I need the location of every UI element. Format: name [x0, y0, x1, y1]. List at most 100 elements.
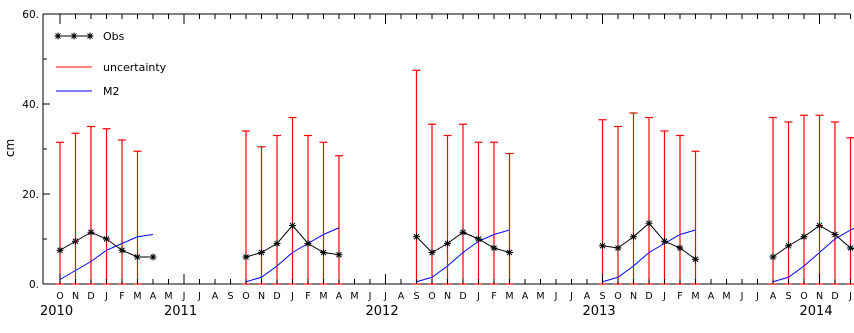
obs-point	[87, 228, 95, 236]
x-month-label: O	[800, 291, 807, 302]
x-month-label: F	[119, 291, 124, 302]
obs-point	[800, 233, 808, 241]
y-axis-title: cm	[3, 139, 17, 157]
y-tick-label: 0.	[29, 279, 39, 291]
x-month-label: O	[428, 291, 435, 302]
obs-marker-stroke	[847, 245, 854, 251]
obs-point	[599, 242, 606, 250]
x-month-label: A	[522, 291, 529, 302]
x-month-label: N	[816, 291, 823, 302]
obs-point	[413, 233, 420, 241]
obs-point	[676, 244, 684, 252]
obs-marker-stroke	[661, 238, 668, 245]
obs-marker-stroke	[491, 245, 497, 251]
obs-marker-stroke	[87, 33, 93, 39]
x-month-label: M	[164, 291, 172, 302]
obs-marker-stroke	[460, 229, 466, 236]
m2-line-segment	[772, 227, 854, 283]
obs-marker-stroke	[320, 249, 327, 256]
x-month-label: D	[459, 291, 466, 302]
obs-marker-stroke	[692, 256, 699, 263]
y-tick-label: 40.	[22, 99, 39, 111]
x-month-label: M	[691, 291, 699, 302]
obs-marker-stroke	[475, 236, 482, 242]
obs-point	[459, 228, 467, 236]
x-month-label: S	[785, 291, 791, 302]
x-year-label: 2014	[800, 304, 833, 319]
x-month-label: D	[831, 291, 838, 302]
x-month-label: J	[554, 291, 558, 302]
x-month-label: D	[87, 291, 94, 302]
obs-marker-stroke	[103, 236, 110, 242]
x-month-label: M	[722, 291, 730, 302]
obs-marker-stroke	[630, 233, 637, 240]
obs-marker-stroke	[258, 249, 265, 256]
x-month-label: M	[536, 291, 544, 302]
x-month-label: M	[319, 291, 327, 302]
m2-line-segment	[245, 227, 340, 283]
x-month-label: A	[150, 291, 157, 302]
obs-marker-stroke	[413, 233, 420, 240]
obs-point	[335, 251, 343, 259]
x-year-label: 2011	[164, 304, 197, 319]
obs-point	[273, 240, 281, 247]
obs-marker-stroke	[71, 33, 77, 39]
x-month-label: A	[398, 291, 405, 302]
legend-label: M2	[103, 85, 120, 98]
obs-point	[444, 240, 451, 247]
obs-marker-stroke	[429, 249, 435, 256]
m2-line-segment	[59, 234, 154, 280]
legend-label: uncertainty	[103, 61, 167, 74]
obs-point	[769, 253, 777, 261]
x-month-label: J	[104, 291, 108, 302]
x-month-label: F	[305, 291, 310, 302]
obs-point	[56, 246, 64, 254]
x-month-label: J	[476, 291, 480, 302]
obs-point	[614, 244, 622, 252]
x-month-label: F	[677, 291, 682, 302]
obs-point	[289, 222, 296, 229]
legend-swatch-marker	[70, 32, 78, 40]
obs-point	[428, 249, 436, 256]
uncertainty-bars	[56, 69, 854, 285]
obs-marker-stroke	[801, 233, 807, 240]
x-month-label: D	[645, 291, 652, 302]
obs-marker-stroke	[599, 242, 606, 249]
obs-marker-stroke	[506, 249, 513, 256]
x-month-label: M	[350, 291, 358, 302]
x-month-label: N	[258, 291, 265, 302]
obs-point	[134, 253, 141, 261]
obs-point	[831, 231, 839, 238]
obs-point	[661, 237, 668, 245]
x-year-label: 2010	[40, 304, 73, 319]
x-month-label: A	[336, 291, 343, 302]
m2-line-segment	[416, 229, 510, 283]
obs-marker-stroke	[816, 222, 823, 229]
obs-marker-stroke	[57, 247, 63, 254]
x-month-label: O	[56, 291, 63, 302]
legend-swatch-marker	[54, 32, 62, 40]
obs-marker-stroke	[770, 254, 776, 260]
obs-point	[645, 219, 653, 227]
obs-marker-stroke	[444, 240, 451, 247]
obs-marker-stroke	[646, 220, 652, 227]
obs-point	[847, 244, 854, 252]
x-month-label: S	[227, 291, 233, 302]
x-month-label: J	[662, 291, 666, 302]
obs-marker-stroke	[134, 254, 141, 260]
obs-point	[242, 253, 250, 261]
obs-marker-stroke	[88, 229, 94, 236]
x-month-label: J	[290, 291, 294, 302]
legend-label: Obs	[103, 30, 125, 43]
obs-marker-stroke	[289, 222, 296, 229]
obs-series	[56, 219, 854, 263]
obs-marker-stroke	[72, 238, 79, 245]
obs-point	[475, 235, 482, 243]
obs-point	[816, 222, 823, 229]
obs-point	[149, 253, 157, 261]
x-month-label: J	[383, 291, 387, 302]
obs-marker-stroke	[615, 245, 621, 251]
obs-marker-stroke	[243, 254, 249, 260]
x-month-label: N	[444, 291, 451, 302]
